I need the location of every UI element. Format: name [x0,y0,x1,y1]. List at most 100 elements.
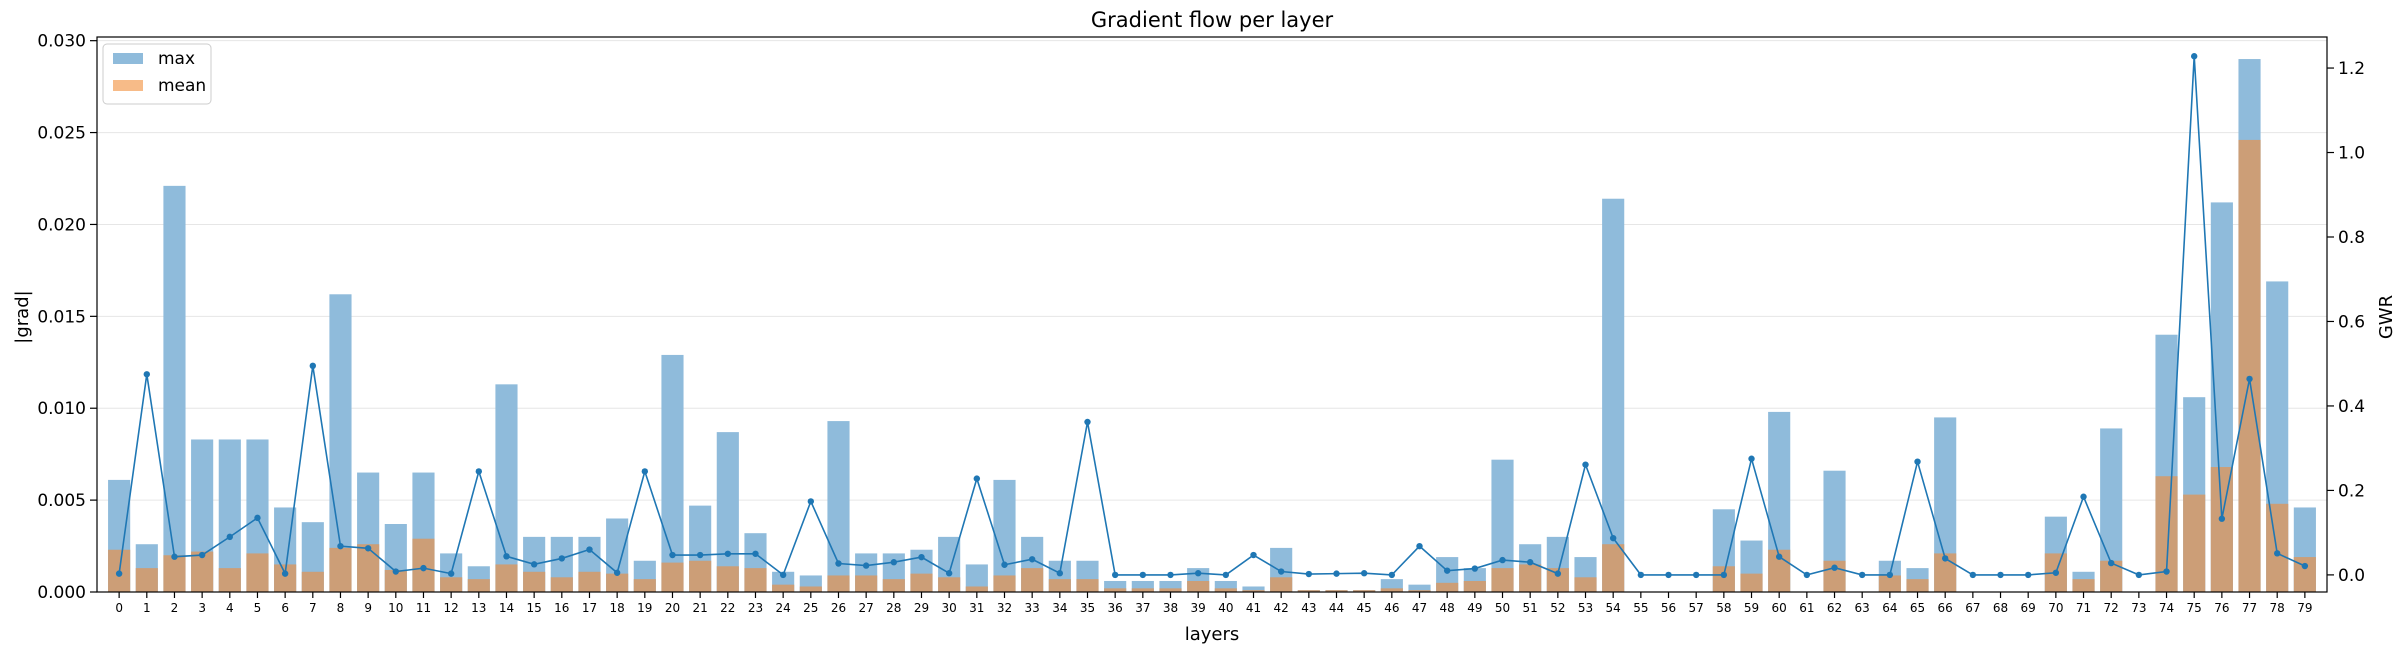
bar-max [1242,586,1265,592]
x-tick-label: 70 [2048,601,2063,615]
gwr-point [558,555,566,562]
legend-swatch-max [113,53,143,64]
x-tick-label: 61 [1799,601,1814,615]
bar-max [1408,584,1431,592]
x-tick-label: 40 [1218,601,1233,615]
x-tick-label: 48 [1440,601,1455,615]
bar-max [1768,411,1791,592]
gwr-point [503,553,510,560]
x-tick-label: 52 [1550,601,1565,615]
bar-mean [357,544,380,592]
gwr-point [752,550,759,557]
gwr-point [1167,571,1174,579]
gwr-point [1388,571,1396,579]
gwr-point [1609,534,1617,542]
gwr-point [862,562,870,569]
y-axis-label: |grad| [12,290,33,343]
gwr-point [1692,571,1700,579]
gwr-point [171,553,178,560]
x-tick-label: 44 [1329,601,1344,615]
x-ticks: 0 1 2 3 4 5 6 7 8 9 10 11 12 13 14 15 16 17 18 19 20 21 22 23 24… [115,592,2313,615]
bar-mean [2293,557,2316,592]
x-tick-label: 12 [444,601,459,615]
x-tick-label: 46 [1384,601,1399,615]
bar-mean [2183,494,2206,592]
y-tick-label: 0.000 [37,583,86,603]
bar-mean [523,571,546,592]
x-tick-label: 51 [1523,601,1538,615]
y2-tick-label: 0.0 [2338,566,2365,586]
gwr-point [226,533,234,541]
legend-swatch-mean [113,80,143,91]
bar-mean [274,564,297,592]
x-tick-label: 76 [2214,601,2229,615]
bar-mean [1325,590,1348,592]
gwr-point [281,570,289,577]
x-tick-label: 47 [1412,601,1427,615]
bar-mean [550,577,573,592]
x-tick-label: 69 [2021,601,2036,615]
x-tick-label: 3 [198,601,206,615]
bar-mean [1740,573,1763,592]
gwr-point [918,553,925,561]
gwr-point [2163,568,2170,575]
x-tick-label: 1 [143,601,151,615]
x-tick-label: 36 [1108,601,1123,615]
bar-max [716,432,739,592]
x-tick-label: 27 [859,601,874,615]
x-tick-label: 19 [637,601,652,615]
x-tick-label: 5 [254,601,262,615]
gwr-point [945,570,953,577]
x-tick-label: 66 [1938,601,1953,615]
x-tick-label: 68 [1993,601,2008,615]
x-tick-label: 7 [309,601,317,615]
bar-mean [1380,588,1403,592]
x-tick-label: 34 [1052,601,1067,615]
x-tick-label: 29 [914,601,929,615]
bar-mean [1131,588,1154,592]
bar-max [1491,459,1514,592]
x-tick-label: 57 [1689,601,1704,615]
bar-mean [1353,590,1376,592]
y-tick-label: 0.010 [37,399,86,419]
bar-max [329,294,352,592]
bar-max [218,439,241,592]
gwr-point [447,570,455,577]
gwr-point [1360,570,1368,577]
x-tick-label: 74 [2159,601,2174,615]
gwr-point [1969,571,1977,579]
x-tick-label: 71 [2076,601,2091,615]
gwr-point [1748,455,1755,462]
bar-mean [1491,568,1514,592]
gwr-point [669,551,676,559]
bar-mean [855,575,878,592]
gwr-point [198,551,206,559]
gwr-point [2246,375,2253,383]
x-tick-label: 55 [1633,601,1648,615]
bar-mean [772,584,795,592]
x-tick-label: 31 [969,601,984,615]
gwr-point [1997,571,2004,579]
bar-max [163,185,186,593]
gwr-point [807,498,815,505]
y2-tick-label: 0.2 [2338,481,2365,501]
gwr-point [586,546,593,553]
bar-mean [2100,560,2123,592]
gwr-point [696,551,704,559]
x-tick-label: 10 [388,601,403,615]
bar-mean [1242,590,1265,592]
bar-max [1602,198,1625,592]
bar-mean [744,568,767,592]
bar-max [993,479,1016,592]
bar-mean [1574,577,1597,592]
y-tick-label: 0.025 [37,124,86,144]
bar-mean [2072,579,2095,592]
gwr-point [2190,53,2198,60]
x-tick-label: 53 [1578,601,1593,615]
bar-mean [384,569,407,592]
x-tick-label: 50 [1495,601,1510,615]
x-tick-label: 30 [942,601,957,615]
gwr-point [835,560,842,567]
x-tick-label: 37 [1135,601,1150,615]
